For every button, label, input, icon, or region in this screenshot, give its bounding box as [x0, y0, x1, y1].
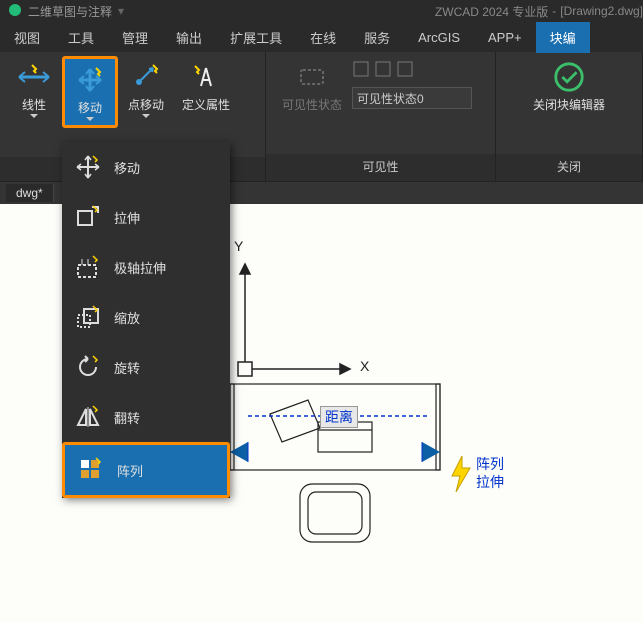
check-circle-icon [552, 60, 586, 94]
dropdown-label: 旋转 [114, 358, 140, 377]
ribbon-group-close: 关闭块编辑器 关闭 [496, 52, 643, 181]
menu-manage[interactable]: 管理 [108, 22, 162, 53]
ribbon-close-label: 关闭块编辑器 [533, 98, 605, 112]
visstate-icon [295, 60, 329, 94]
dropdown-item-array[interactable]: 阵列 [65, 445, 227, 495]
menu-tools[interactable]: 工具 [54, 22, 108, 53]
rotate-icon [72, 351, 104, 383]
ribbon-linear-button[interactable]: 线性 [6, 56, 62, 122]
dropdown-label: 阵列 [117, 461, 143, 480]
dropdown-item-scale[interactable]: 缩放 [62, 292, 230, 342]
dropdown-label: 翻转 [114, 408, 140, 427]
menu-view[interactable]: 视图 [0, 22, 54, 53]
lightning-icon [448, 454, 474, 501]
app-icon [8, 3, 22, 20]
dropdown-label: 拉伸 [114, 208, 140, 227]
ribbon-visstate-label: 可见性状态 [282, 98, 342, 112]
vis-toolbar-icon2[interactable] [374, 60, 392, 81]
menu-bar: 视图 工具 管理 输出 扩展工具 在线 服务 ArcGIS APP+ 块编 [0, 22, 643, 52]
dropdown-item-flip[interactable]: 翻转 [62, 392, 230, 442]
array-icon [75, 454, 107, 486]
menu-blockedit[interactable]: 块编 [536, 22, 590, 53]
linear-icon [17, 60, 51, 94]
menu-output[interactable]: 输出 [162, 22, 216, 53]
dropdown-label: 移动 [114, 158, 140, 177]
title-bar: 二维草图与注释 ▾ ZWCAD 2024 专业版 - [Drawing2.dwg… [0, 0, 643, 22]
ribbon-pointmove-label: 点移动 [128, 98, 164, 112]
menu-appplus[interactable]: APP+ [474, 24, 536, 51]
ribbon-move-label: 移动 [78, 101, 102, 115]
move-dropdown-menu: 移动 拉伸 极轴拉伸 缩放 旋转 翻转 [62, 142, 230, 498]
move-icon [72, 151, 104, 183]
dropdown-item-rotate[interactable]: 旋转 [62, 342, 230, 392]
ribbon-group-visibility: 可见性状态 可见性 [266, 52, 496, 181]
dropdown-item-polar-stretch[interactable]: 极轴拉伸 [62, 242, 230, 292]
menu-online[interactable]: 在线 [296, 22, 350, 53]
dropdown-item-stretch[interactable]: 拉伸 [62, 192, 230, 242]
dropdown-item-move[interactable]: 移动 [62, 142, 230, 192]
chevron-down-icon [30, 114, 38, 118]
visibility-state-input[interactable] [352, 87, 472, 109]
group-label-visibility: 可见性 [266, 154, 495, 181]
file-name: [Drawing2.dwg] [560, 4, 643, 18]
group-label-close: 关闭 [496, 154, 642, 181]
vis-toolbar-icon3[interactable] [396, 60, 414, 81]
workspace-name: 二维草图与注释 [28, 3, 112, 20]
polar-stretch-icon [72, 251, 104, 283]
ribbon-defineattr-button[interactable]: 定义属性 [174, 56, 238, 116]
ribbon-defineattr-label: 定义属性 [182, 98, 230, 112]
distance-label: 距离 [320, 406, 358, 428]
dropdown-highlight: 阵列 [62, 442, 230, 498]
menu-arcgis[interactable]: ArcGIS [404, 24, 474, 51]
chevron-down-icon [142, 114, 150, 118]
ribbon-move-button[interactable]: 移动 [62, 56, 118, 128]
chevron-down-icon [86, 117, 94, 121]
menu-service[interactable]: 服务 [350, 22, 404, 53]
axis-y-label: Y [234, 238, 243, 254]
dropdown-label: 缩放 [114, 308, 140, 327]
app-title: ZWCAD 2024 专业版 [435, 3, 548, 20]
document-tab[interactable]: dwg* [6, 184, 54, 202]
ribbon-close-editor-button[interactable]: 关闭块编辑器 [521, 56, 617, 116]
vis-toolbar-icon[interactable] [352, 60, 370, 81]
ribbon-linear-label: 线性 [22, 98, 46, 112]
pointmove-icon [129, 60, 163, 94]
anno-array: 阵列 [476, 456, 504, 473]
move-icon [73, 63, 107, 97]
scale-icon [72, 301, 104, 333]
axis-x-label: X [360, 358, 369, 374]
dropdown-label: 极轴拉伸 [114, 258, 166, 277]
stretch-icon [72, 201, 104, 233]
anno-stretch: 拉伸 [476, 474, 504, 491]
ribbon-pointmove-button[interactable]: 点移动 [118, 56, 174, 122]
defineattr-icon [189, 60, 223, 94]
ribbon-visstate-button: 可见性状态 [272, 56, 352, 116]
menu-extensions[interactable]: 扩展工具 [216, 22, 296, 53]
workspace-caret[interactable]: ▾ [118, 4, 124, 18]
flip-icon [72, 401, 104, 433]
